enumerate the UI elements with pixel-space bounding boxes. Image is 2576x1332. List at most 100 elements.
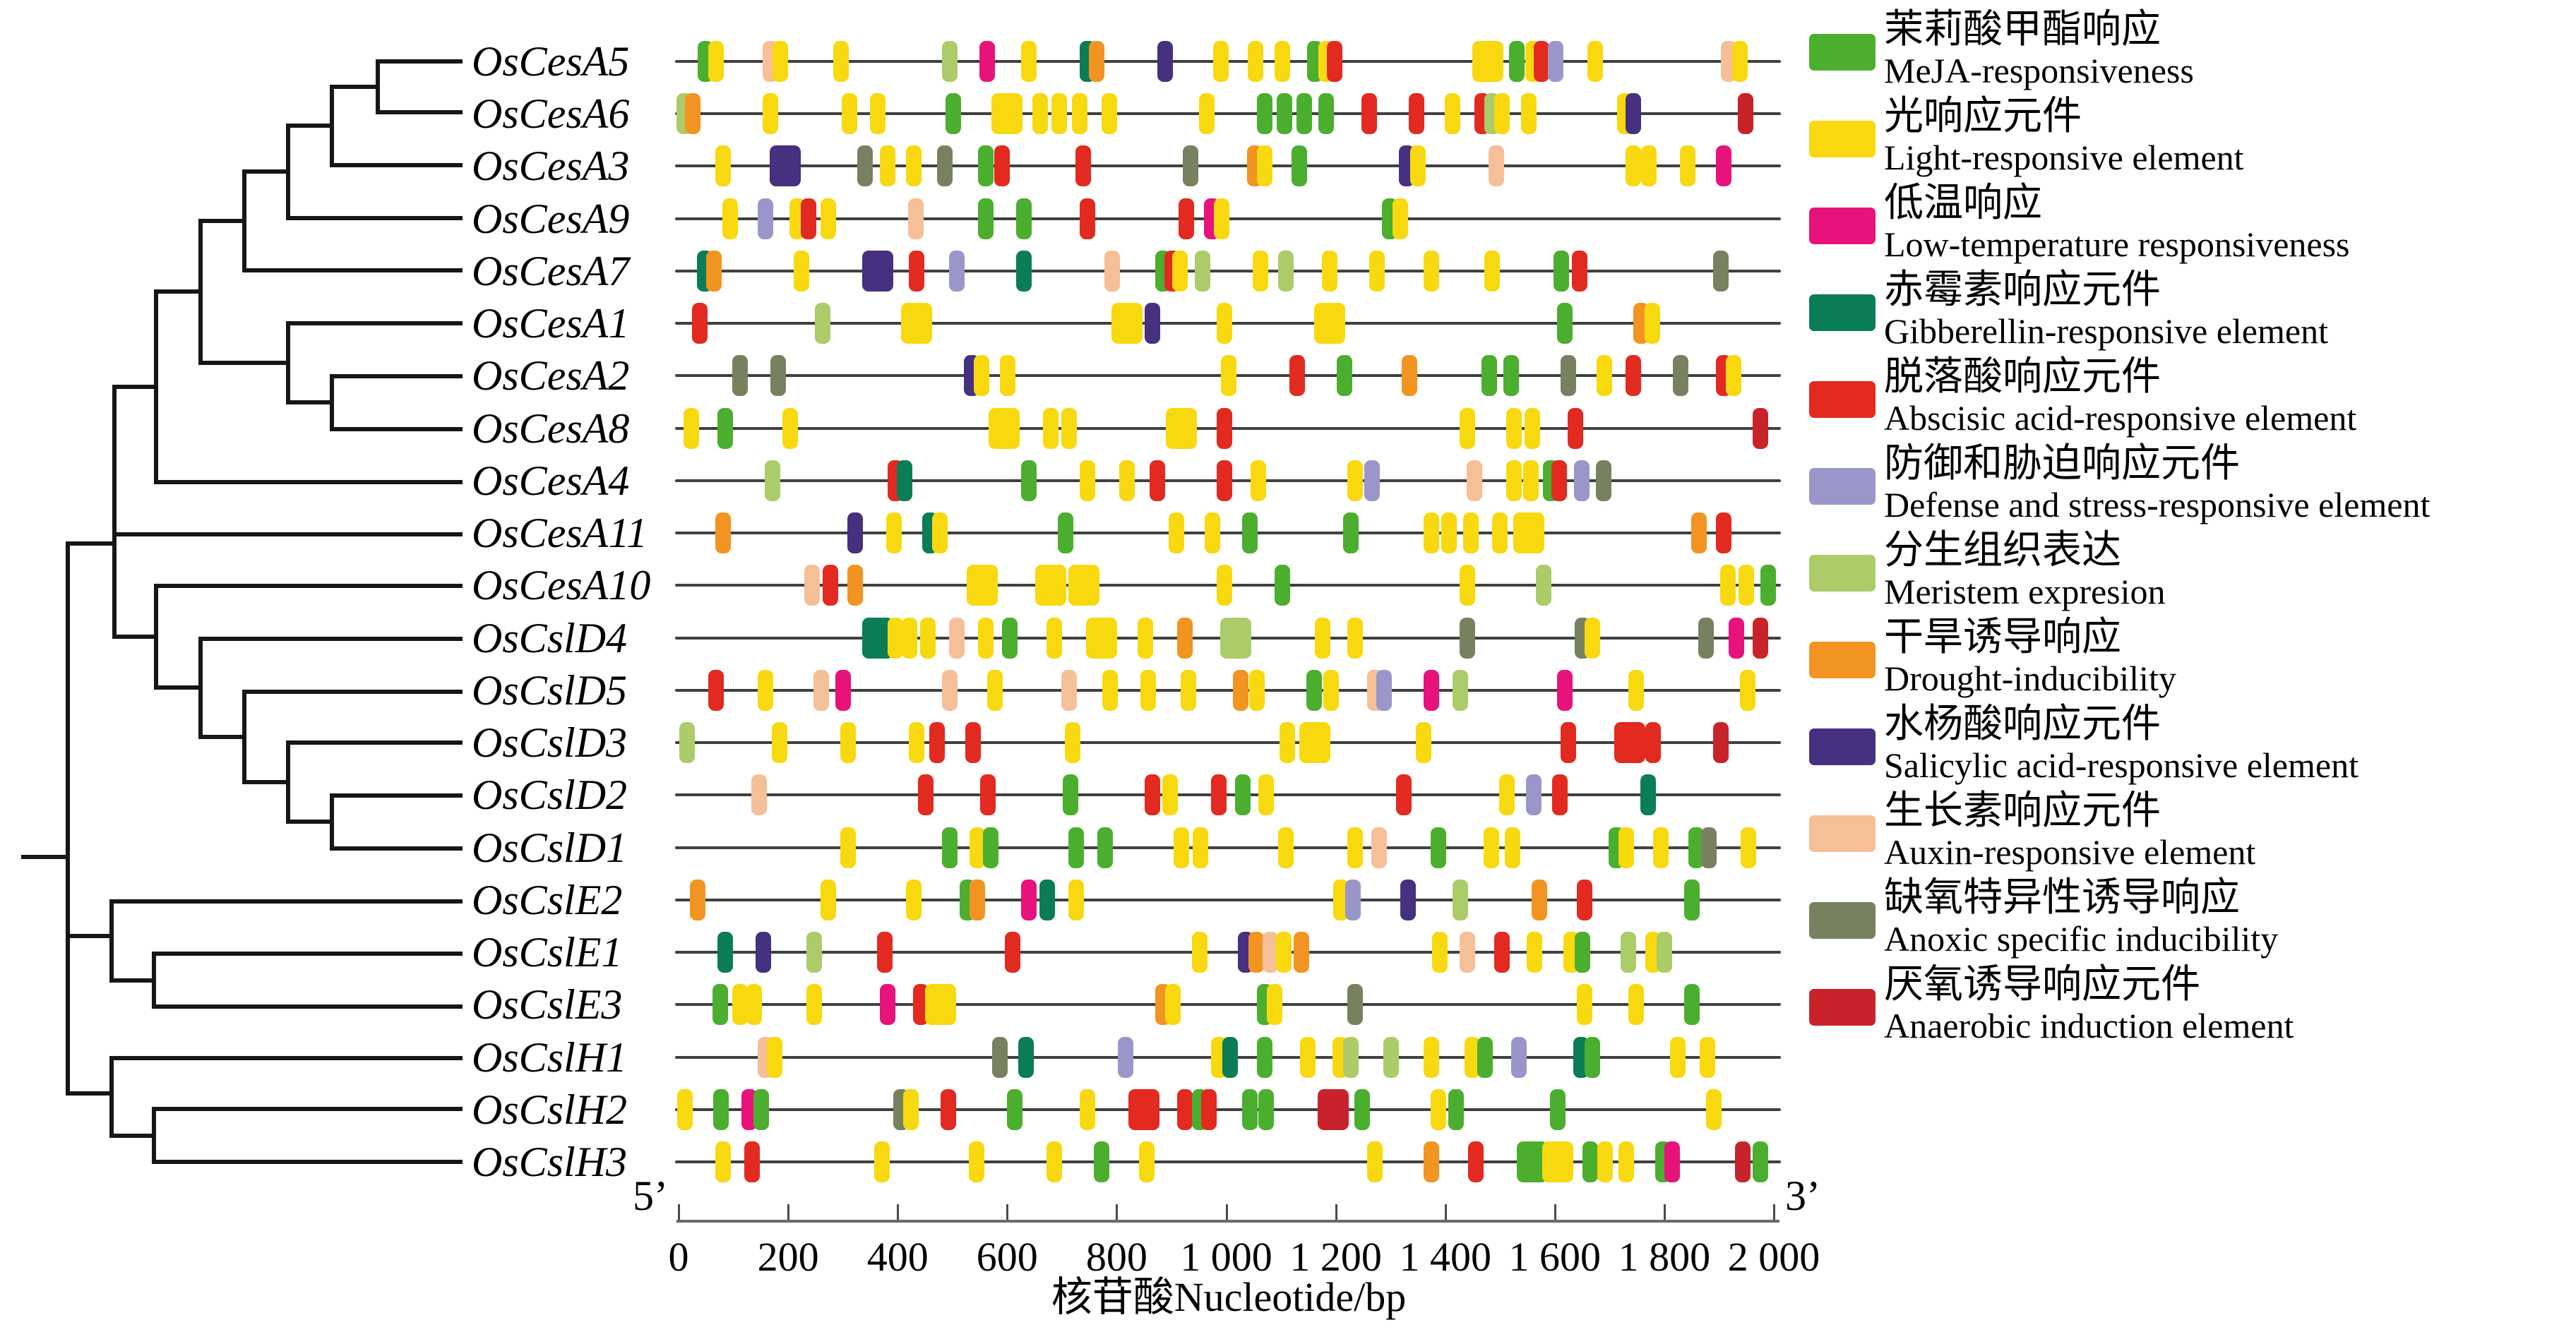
promoter-element-y — [1032, 93, 1048, 135]
legend-label-en: Anoxic specific inducibility — [1884, 919, 2279, 959]
promoter-element-r — [1493, 932, 1510, 973]
gene-track-line — [675, 793, 1781, 797]
promoter-element-r — [1200, 1088, 1217, 1130]
promoter-element-y — [1347, 460, 1363, 501]
promoter-element-g — [753, 1088, 770, 1130]
promoter-element-y — [1079, 460, 1095, 501]
promoter-element-y — [886, 512, 902, 554]
promoter-element-g — [1753, 1141, 1769, 1183]
gene-label: OsCslE2 — [472, 876, 623, 923]
legend-label-zh: 低温响应 — [1884, 181, 2042, 225]
promoter-element-x — [751, 774, 767, 816]
promoter-element-t — [897, 460, 913, 501]
promoter-element-r — [1534, 41, 1550, 82]
promoter-element-y — [1618, 1141, 1635, 1183]
promoter-element-r — [1361, 93, 1377, 135]
legend-item: 脱落酸响应元件 Abscisic acid-responsive element — [1809, 356, 2576, 443]
promoter-element-s — [770, 145, 801, 187]
promoter-element-x — [1459, 932, 1475, 973]
promoter-element-r — [1149, 460, 1165, 501]
promoter-element-o — [705, 250, 722, 292]
promoter-element-s — [861, 250, 893, 292]
axis-tick — [1335, 1204, 1337, 1220]
gene-track-line — [675, 898, 1781, 901]
legend-label-en: Gibberellin-responsive element — [1884, 311, 2328, 351]
promoter-element-n — [1595, 460, 1611, 501]
promoter-element-y — [1000, 355, 1016, 397]
promoter-element-y — [1275, 932, 1292, 973]
axis-tick — [1116, 1204, 1119, 1220]
promoter-element-y — [1299, 722, 1331, 764]
promoter-element-y — [924, 984, 956, 1026]
promoter-element-y — [1171, 250, 1188, 292]
legend-item: 赤霉素响应元件 Gibberellin-responsive element — [1809, 269, 2576, 356]
promoter-element-s — [1157, 41, 1173, 82]
promoter-element-r — [1571, 250, 1587, 292]
promoter-element-y — [841, 93, 857, 135]
axis-tick — [787, 1204, 790, 1220]
axis-tick — [1773, 1204, 1775, 1220]
promoter-element-y — [1333, 879, 1349, 920]
promoter-element-r — [1395, 774, 1412, 816]
promoter-element-n — [1712, 250, 1729, 292]
promoter-element-y — [1137, 617, 1153, 659]
promoter-element-r — [980, 774, 996, 816]
legend-label-zh: 生长素响应元件 — [1884, 789, 2161, 833]
promoter-element-e — [1383, 1036, 1399, 1078]
promoter-element-y — [902, 617, 918, 659]
promoter-element-e — [1620, 932, 1636, 973]
gene-track-line — [675, 1160, 1781, 1164]
promoter-element-t — [1039, 879, 1055, 920]
promoter-element-y — [782, 407, 799, 449]
promoter-element-y — [1278, 827, 1294, 868]
promoter-element-g — [1430, 827, 1446, 868]
legend-item: 缺氧特异性诱导响应 Anoxic specific inducibility — [1809, 877, 2576, 964]
promoter-element-e — [814, 303, 830, 344]
gene-label: OsCesA10 — [472, 562, 651, 609]
promoter-element-r — [1178, 198, 1194, 239]
promoter-element-y — [722, 198, 738, 239]
promoter-element-y — [833, 41, 849, 82]
promoter-element-y — [1416, 722, 1432, 764]
promoter-element-g — [1509, 41, 1525, 82]
axis-tick-label: 600 — [976, 1234, 1038, 1280]
promoter-element-o — [969, 879, 985, 920]
gene-label: OsCesA9 — [472, 195, 630, 242]
promoter-element-y — [1499, 774, 1515, 816]
gene-label: OsCesA3 — [472, 143, 630, 190]
promoter-element-v — [1573, 460, 1590, 501]
promoter-element-n — [1561, 355, 1577, 397]
promoter-element-y — [1505, 827, 1521, 868]
legend-text: 生长素响应元件 Auxin-responsive element — [1884, 790, 2255, 872]
promoter-element-r — [917, 774, 934, 816]
promoter-element-r — [1217, 407, 1233, 449]
promoter-element-r — [1576, 879, 1592, 920]
promoter-element-y — [1266, 984, 1282, 1026]
gene-label: OsCesA7 — [472, 247, 630, 294]
promoter-element-y — [1035, 565, 1067, 606]
promoter-element-r — [1551, 774, 1568, 816]
promoter-element-y — [767, 1036, 783, 1078]
legend-text: 低温响应 Low-temperature responsiveness — [1884, 182, 2350, 264]
promoter-element-e — [941, 41, 958, 82]
promoter-element-x — [1466, 460, 1482, 501]
promoter-element-y — [1061, 407, 1077, 449]
promoter-element-a — [1753, 617, 1769, 659]
legend-swatch — [1809, 34, 1876, 71]
promoter-element-o — [1402, 355, 1418, 397]
promoter-element-e — [806, 932, 823, 973]
gene-track-line — [675, 951, 1781, 954]
promoter-element-y — [762, 93, 778, 135]
promoter-element-e — [1278, 250, 1294, 292]
promoter-element-g — [1574, 932, 1590, 973]
promoter-element-y — [1314, 303, 1346, 344]
promoter-element-t — [717, 932, 733, 973]
promoter-element-y — [683, 407, 699, 449]
axis-tick — [1554, 1204, 1556, 1220]
promoter-element-y — [1430, 1088, 1446, 1130]
promoter-element-y — [793, 250, 809, 292]
promoter-element-y — [1731, 41, 1748, 82]
gene-track-line — [675, 688, 1781, 692]
promoter-element-g — [1068, 827, 1084, 868]
